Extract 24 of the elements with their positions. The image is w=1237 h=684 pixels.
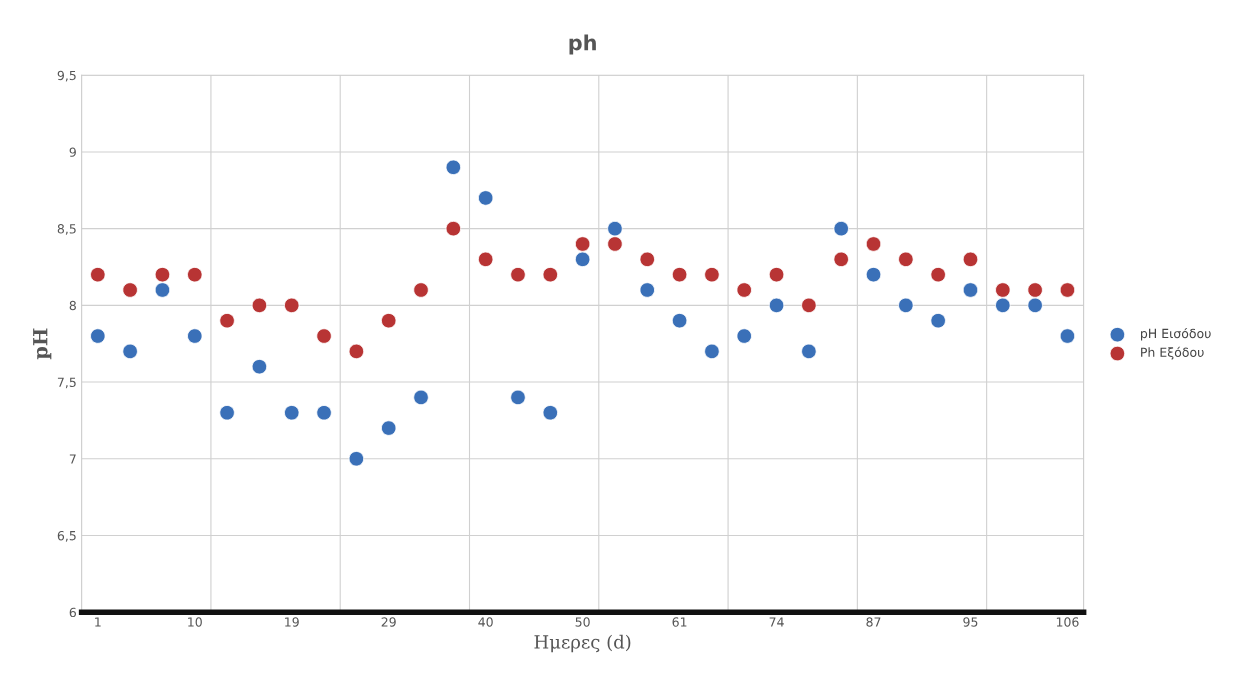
y-tick-label: 6 xyxy=(69,607,76,618)
x-tick-label: 50 xyxy=(575,617,590,627)
y-tick-label: 8 xyxy=(69,300,76,311)
x-tick-label: 74 xyxy=(769,617,784,627)
x-tick-label: 87 xyxy=(866,617,881,627)
x-tick-label: 95 xyxy=(963,617,978,627)
x-tick-label: 10 xyxy=(188,617,202,627)
y-axis-title: pH xyxy=(33,328,52,360)
chart-title: ph xyxy=(569,34,596,55)
x-tick-label: 29 xyxy=(381,617,396,627)
legend-label: Ph Εξόδου xyxy=(1141,346,1204,360)
x-tick-label: 40 xyxy=(478,617,493,627)
legend-label: pH Εισόδου xyxy=(1141,327,1211,341)
y-tick-label: 8,5 xyxy=(57,224,76,235)
y-tick-label: 7,5 xyxy=(57,377,76,389)
x-tick-label: 19 xyxy=(285,617,299,627)
y-tick-label: 9 xyxy=(69,147,76,157)
x-axis-title: Ημερες (d) xyxy=(534,634,631,653)
x-tick-label: 1 xyxy=(95,617,101,627)
x-tick-label: 61 xyxy=(672,617,687,627)
y-tick-label: 7 xyxy=(69,454,76,464)
y-tick-label: 6,5 xyxy=(57,530,76,542)
y-tick-label: 9,5 xyxy=(57,70,76,82)
x-tick-label: 106 xyxy=(1056,617,1079,627)
